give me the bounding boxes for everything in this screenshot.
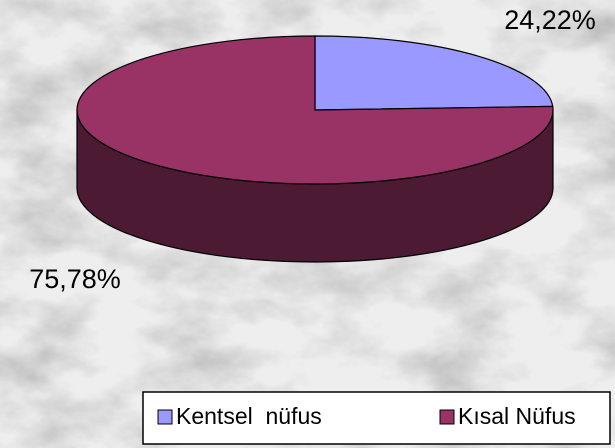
legend: Kentsel nüfus Kısal Nüfus — [157, 403, 576, 429]
legend-swatch — [439, 409, 455, 425]
legend-label: Kentsel nüfus — [176, 403, 322, 429]
legend-label: Kısal Nüfus — [458, 403, 576, 429]
value-label: 24,22% — [504, 5, 596, 35]
slice — [76, 35, 554, 185]
legend-swatch — [157, 409, 173, 425]
slice — [314, 35, 554, 111]
value-label: 75,78% — [29, 264, 121, 294]
legend-box — [142, 391, 611, 445]
pie: 24,22% 75,78% — [29, 5, 596, 294]
